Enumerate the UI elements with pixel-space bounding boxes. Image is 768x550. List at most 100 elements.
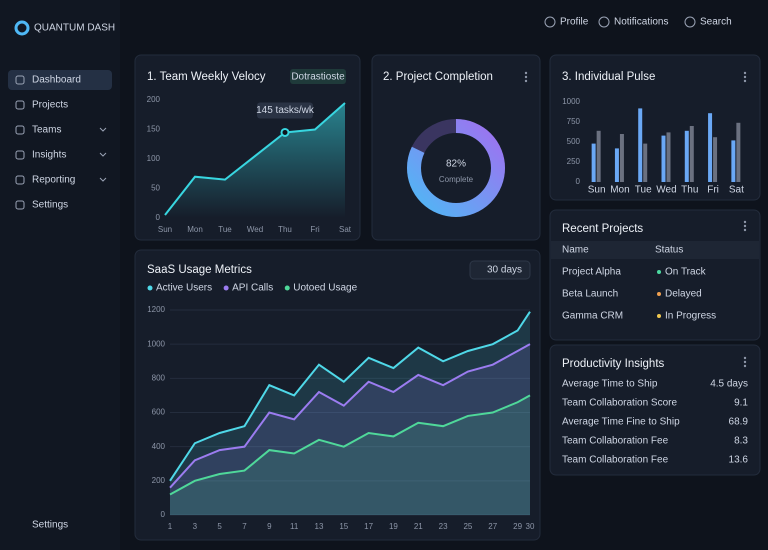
badge-text: Dotrastioste — [291, 72, 345, 83]
range-text[interactable]: 30 days — [487, 265, 522, 276]
topbar-icon[interactable] — [684, 16, 696, 28]
panel-title: 2. Project Completion — [383, 71, 493, 83]
nav-item[interactable]: Reporting — [32, 175, 75, 186]
panel-title: SaaS Usage Metrics — [147, 264, 252, 276]
legend-dot — [147, 285, 153, 291]
nav-icon — [15, 150, 25, 160]
nav-icon — [15, 100, 25, 110]
y-tick-label: 600 — [152, 408, 166, 417]
bar — [591, 143, 596, 182]
menu-dot[interactable] — [743, 71, 747, 75]
x-tick-label: Sat — [339, 225, 352, 234]
menu-dot[interactable] — [743, 220, 747, 224]
project-status: Delayed — [665, 289, 702, 300]
x-tick-label: Wed — [656, 185, 676, 196]
insight-value: 4.5 days — [710, 379, 748, 390]
x-tick-label: Sun — [588, 185, 606, 196]
x-tick-label: 17 — [364, 522, 373, 531]
x-tick-label: Wed — [247, 225, 263, 234]
nav-footer[interactable]: Settings — [32, 520, 68, 531]
menu-dot[interactable] — [743, 75, 747, 79]
menu-dot[interactable] — [524, 71, 528, 75]
menu-dot[interactable] — [743, 79, 747, 83]
nav-icon — [15, 175, 25, 185]
menu-dot[interactable] — [743, 228, 747, 232]
project-status: In Progress — [665, 311, 716, 322]
x-tick-label: Tue — [218, 225, 232, 234]
x-tick-label: 23 — [439, 522, 448, 531]
x-tick-label: 29 — [513, 522, 522, 531]
nav-icon — [15, 125, 25, 135]
nav-item[interactable]: Dashboard — [32, 75, 81, 86]
y-tick-label: 100 — [147, 154, 161, 163]
topbar-item[interactable]: Notifications — [614, 17, 668, 28]
menu-dot[interactable] — [743, 360, 747, 364]
nav-item[interactable]: Projects — [32, 100, 68, 111]
y-tick-label: 1200 — [147, 305, 165, 314]
tooltip-text: 145 tasks/wk — [256, 105, 315, 116]
project-name: Gamma CRM — [562, 311, 623, 322]
chevron — [99, 127, 107, 132]
bar — [708, 113, 713, 182]
menu-dot[interactable] — [524, 79, 528, 83]
bar — [731, 140, 736, 182]
y-tick-label: 750 — [567, 117, 581, 126]
x-tick-label: 9 — [267, 522, 272, 531]
y-tick-label: 0 — [161, 510, 166, 519]
bar — [619, 134, 624, 182]
x-tick-label: Tue — [635, 185, 652, 196]
topbar-item[interactable]: Search — [700, 17, 732, 28]
bar — [684, 130, 689, 182]
donut-arc — [407, 119, 505, 217]
project-name: Beta Launch — [562, 289, 618, 300]
panel-title: 3. Individual Pulse — [562, 71, 655, 83]
status-dot — [657, 292, 661, 296]
legend-label: API Calls — [232, 283, 273, 294]
legend-label: Uotoed Usage — [293, 283, 357, 294]
x-tick-label: Mon — [610, 185, 629, 196]
y-tick-label: 400 — [152, 442, 166, 451]
area — [170, 395, 530, 515]
x-tick-label: Thu — [278, 225, 292, 234]
bar — [643, 143, 648, 182]
topbar-icon[interactable] — [598, 16, 610, 28]
donut-caption: Complete — [439, 175, 474, 184]
line — [164, 102, 346, 216]
menu-dot[interactable] — [524, 75, 528, 79]
sidebar — [0, 0, 120, 550]
nav-item[interactable]: Settings — [32, 200, 68, 211]
range-select[interactable] — [469, 260, 531, 280]
topbar-icon[interactable] — [544, 16, 556, 28]
panel — [371, 54, 541, 241]
x-tick-label: 1 — [168, 522, 173, 531]
y-tick-label: 200 — [152, 476, 166, 485]
x-tick-label: 19 — [389, 522, 398, 531]
menu-dot[interactable] — [743, 356, 747, 360]
nav-icon — [15, 75, 25, 85]
y-tick-label: 200 — [147, 95, 161, 104]
insight-value: 8.3 — [734, 436, 748, 447]
area — [170, 311, 530, 515]
bar — [614, 148, 619, 182]
tooltip — [257, 102, 313, 119]
column-header: Status — [655, 245, 683, 256]
x-tick-label: 15 — [339, 522, 348, 531]
panel-title: Recent Projects — [562, 223, 643, 235]
x-tick-label: Thu — [681, 185, 698, 196]
logo — [14, 20, 30, 36]
x-tick-label: 30 — [526, 522, 535, 531]
x-tick-label: 3 — [193, 522, 198, 531]
x-tick-label: 13 — [315, 522, 324, 531]
line — [169, 394, 531, 496]
nav-item[interactable]: Insights — [32, 150, 66, 161]
menu-dot[interactable] — [743, 224, 747, 228]
topbar-item[interactable]: Profile — [560, 17, 589, 28]
chevron — [99, 152, 107, 157]
y-tick-label: 150 — [147, 125, 161, 134]
menu-dot[interactable] — [743, 364, 747, 368]
project-name: Project Alpha — [562, 267, 621, 278]
nav-item[interactable]: Teams — [32, 125, 61, 136]
y-tick-label: 0 — [156, 213, 161, 222]
insight-label: Team Collaboration Score — [562, 398, 677, 409]
table-header — [551, 241, 759, 259]
